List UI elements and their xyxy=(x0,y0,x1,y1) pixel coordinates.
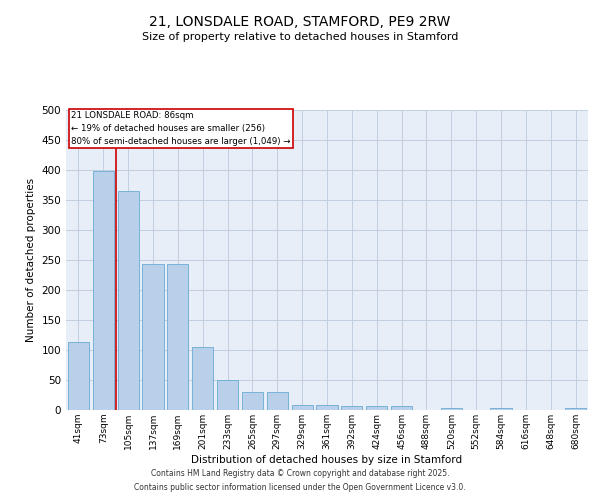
X-axis label: Distribution of detached houses by size in Stamford: Distribution of detached houses by size … xyxy=(191,454,463,464)
Bar xyxy=(118,191,139,410)
Bar xyxy=(68,342,89,410)
Bar xyxy=(341,406,362,410)
Bar xyxy=(316,404,338,410)
Bar xyxy=(192,347,213,410)
Bar xyxy=(441,408,462,410)
Text: Contains public sector information licensed under the Open Government Licence v3: Contains public sector information licen… xyxy=(134,484,466,492)
Bar xyxy=(366,406,387,410)
Text: Contains HM Land Registry data © Crown copyright and database right 2025.: Contains HM Land Registry data © Crown c… xyxy=(151,468,449,477)
Bar xyxy=(490,408,512,410)
Bar xyxy=(267,392,288,410)
Bar xyxy=(565,408,586,410)
Y-axis label: Number of detached properties: Number of detached properties xyxy=(26,178,36,342)
Bar xyxy=(142,264,164,410)
Text: 21, LONSDALE ROAD, STAMFORD, PE9 2RW: 21, LONSDALE ROAD, STAMFORD, PE9 2RW xyxy=(149,15,451,29)
Text: Size of property relative to detached houses in Stamford: Size of property relative to detached ho… xyxy=(142,32,458,42)
Bar xyxy=(217,380,238,410)
Bar xyxy=(391,406,412,410)
Bar xyxy=(93,170,114,410)
Bar xyxy=(292,404,313,410)
Bar xyxy=(167,264,188,410)
Bar xyxy=(242,392,263,410)
Text: 21 LONSDALE ROAD: 86sqm
← 19% of detached houses are smaller (256)
80% of semi-d: 21 LONSDALE ROAD: 86sqm ← 19% of detache… xyxy=(71,112,291,146)
